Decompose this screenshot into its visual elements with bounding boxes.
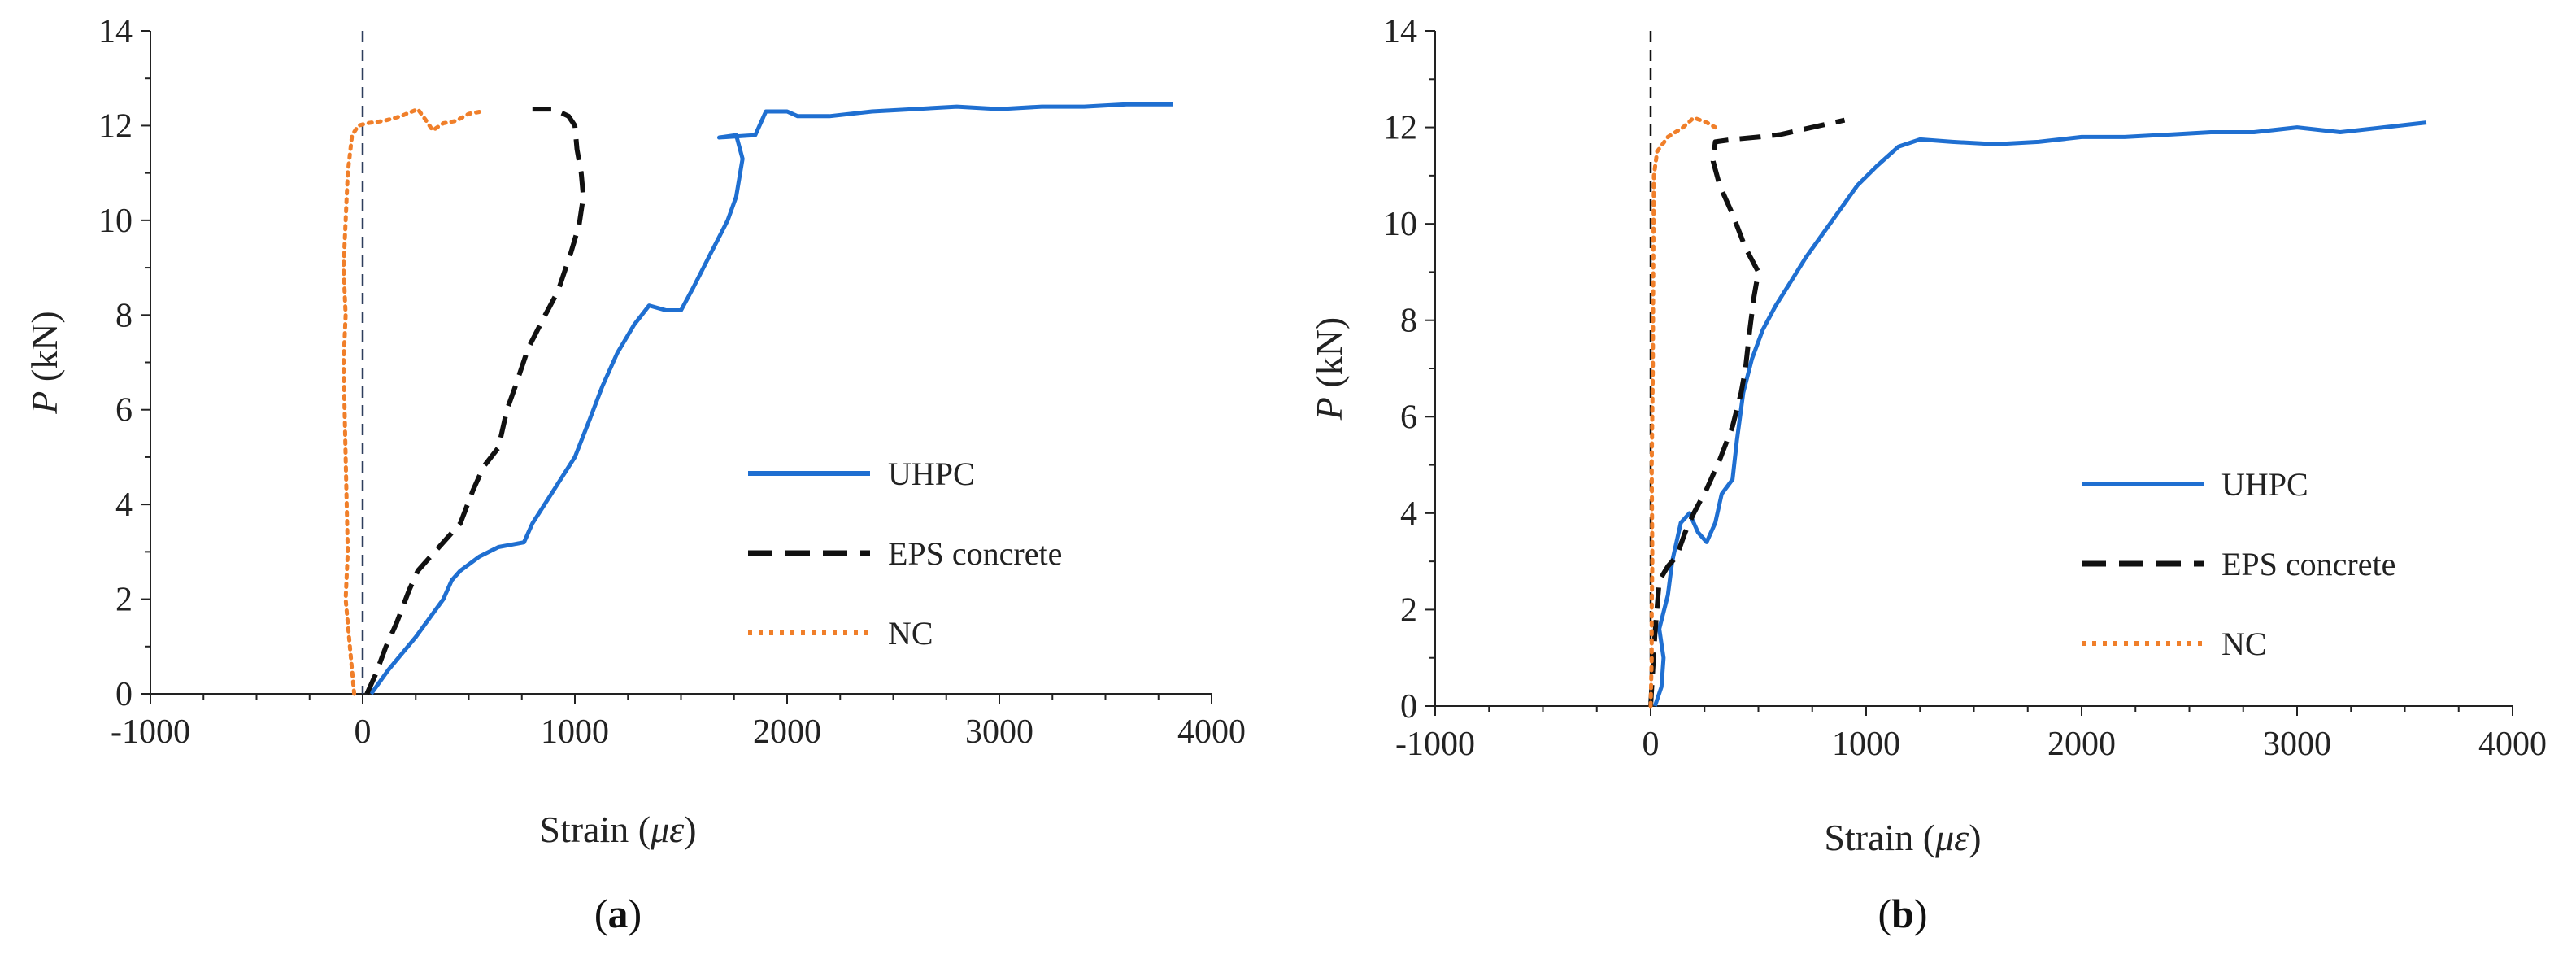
x-axis-title: Strain (με) (1824, 817, 1981, 858)
y-tick-label: 4 (1400, 495, 1417, 533)
y-axis-title: P (kN) (24, 311, 65, 414)
series-line-nc (1648, 116, 1717, 709)
y-tick-label: 2 (1400, 591, 1417, 629)
legend-label-nc: NC (2221, 626, 2267, 662)
series-line-uhpc (369, 102, 1173, 695)
x-tick-label: 1000 (541, 713, 609, 751)
x-axis-title: Strain (με) (539, 809, 696, 850)
y-tick-label: 2 (115, 582, 133, 619)
y-tick-label: 12 (98, 107, 133, 145)
legend-label-eps-concrete: EPS concrete (2221, 546, 2395, 582)
y-tick-label: 10 (98, 203, 133, 240)
x-tick-label: 4000 (1177, 713, 1246, 751)
x-tick-label: 3000 (965, 713, 1033, 751)
y-tick-label: 14 (98, 13, 133, 50)
y-tick-label: 6 (115, 392, 133, 429)
series-line-eps-concrete (364, 107, 586, 695)
y-tick-label: 0 (1400, 688, 1417, 726)
x-tick-label: -1000 (1395, 726, 1475, 763)
x-tick-label: 4000 (2478, 726, 2547, 763)
y-tick-label: 8 (1400, 303, 1417, 340)
x-tick-label: 0 (1643, 726, 1660, 763)
y-axis-title: P (kN) (1308, 317, 1350, 421)
x-tick-label: 2000 (2047, 726, 2116, 763)
legend-label-eps-concrete: EPS concrete (888, 535, 1062, 572)
legend-label-uhpc: UHPC (888, 456, 975, 492)
y-tick-label: 12 (1383, 110, 1417, 147)
x-tick-label: 3000 (2263, 726, 2331, 763)
y-tick-label: 8 (115, 297, 133, 334)
legend-label-nc: NC (888, 615, 933, 652)
y-tick-label: 10 (1383, 206, 1417, 243)
x-tick-label: -1000 (111, 713, 190, 751)
y-tick-label: 4 (115, 486, 133, 524)
x-tick-label: 2000 (753, 713, 821, 751)
panel-label: (a) (594, 891, 642, 936)
x-tick-label: 1000 (1832, 726, 1900, 763)
y-tick-label: 6 (1400, 399, 1417, 436)
panel-label: (b) (1878, 891, 1927, 936)
series-line-eps-concrete (1648, 117, 1846, 707)
y-tick-label: 0 (115, 676, 133, 713)
x-tick-label: 0 (355, 713, 372, 751)
series-line-uhpc (1652, 120, 2427, 707)
y-tick-label: 14 (1383, 13, 1417, 50)
series-line-nc (342, 107, 484, 696)
legend-label-uhpc: UHPC (2221, 466, 2308, 503)
